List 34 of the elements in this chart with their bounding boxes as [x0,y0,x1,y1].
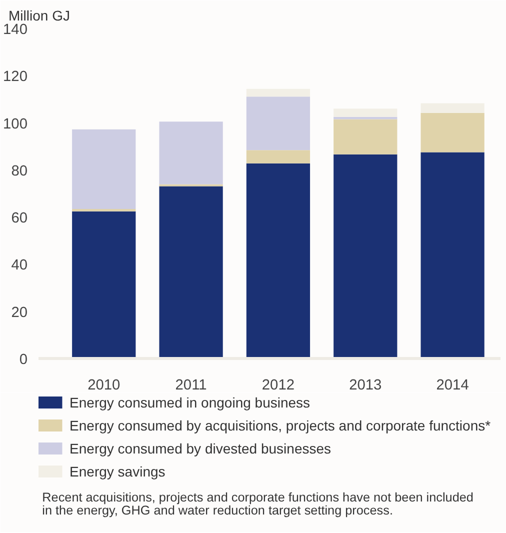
x-tick-label: 2014 [436,378,469,394]
x-tick-label: 2012 [262,378,295,394]
bar [420,103,484,113]
x-tick-label: 2011 [175,378,207,394]
bar [72,211,136,358]
bar [420,112,484,152]
bar [72,129,136,210]
bar [159,122,223,184]
legend-label: Energy savings [70,464,166,480]
bar [420,152,484,358]
bar [334,108,398,117]
x-tick-label: 2010 [88,378,120,394]
bar [246,163,310,358]
y-tick-label: 0 [19,352,28,368]
x-tick-label: 2013 [349,378,382,394]
bar [334,119,398,154]
bar [246,88,310,97]
bar [159,186,223,358]
bar [246,150,310,164]
y-tick-label: 40 [11,258,28,274]
bar [246,96,310,150]
bar [334,116,398,120]
y-tick-label: 80 [11,163,28,180]
text: Recent acquisitions, projects and corporate functions have not been included in the energy, GHG and water reduction target setting process. [42,490,474,518]
legend-label: Energy consumed by acquisitions, projects and corporate functions* [70,418,492,434]
y-tick-label: 20 [11,304,28,321]
legend-label: Energy consumed by divested businesses [70,440,332,456]
y-tick-label: 60 [11,210,28,227]
legend-label: Energy consumed in ongoing business [70,394,310,410]
y-tick-label: 100 [3,116,28,132]
y-tick-label: 140 [3,22,28,38]
y-tick-label: 120 [3,69,28,86]
y-axis-title: Million GJ [8,8,70,24]
bar [334,154,398,358]
